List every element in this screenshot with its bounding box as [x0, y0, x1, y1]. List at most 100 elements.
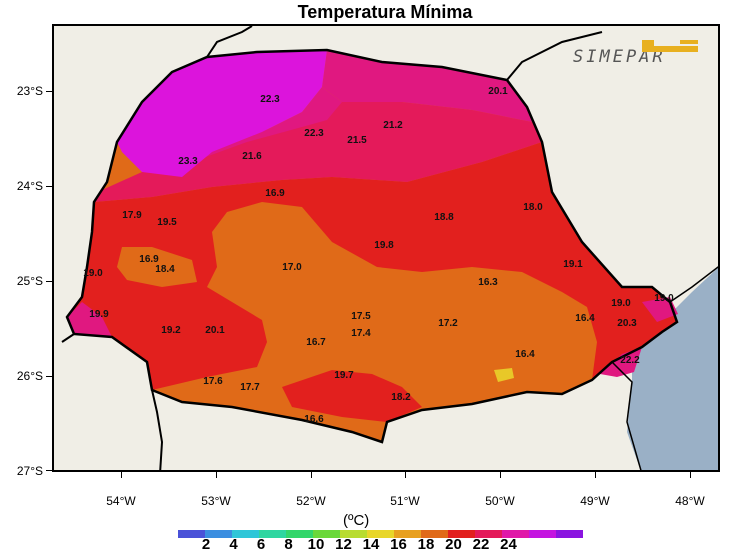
colorbar-swatch — [502, 530, 529, 538]
x-label: 48°W — [675, 494, 705, 508]
y-tick — [46, 376, 52, 377]
temperature-value: 17.2 — [438, 318, 458, 329]
temperature-value: 21.2 — [383, 120, 403, 131]
y-tick — [46, 186, 52, 187]
state-region-orange-2 — [117, 247, 197, 287]
colorbar-swatch — [232, 530, 259, 538]
temperature-value: 19.9 — [89, 309, 109, 320]
colorbar-label: 24 — [500, 536, 517, 553]
border-east — [506, 31, 603, 81]
colorbar-swatch — [556, 530, 583, 538]
border-north — [206, 26, 253, 58]
colorbar-label: 20 — [445, 536, 462, 553]
state-region-magenta-mid — [142, 87, 342, 172]
map-panel: 22.3 20.1 22.3 21.2 21.5 23.3 21.6 16.9 17.9 19.5… — [52, 24, 720, 472]
temperature-value: 21.5 — [347, 135, 367, 146]
state-region-magenta-red — [94, 102, 542, 202]
temperature-value: 16.3 — [478, 277, 498, 288]
logo-mark — [642, 40, 698, 52]
colorbar-label: 18 — [417, 536, 435, 553]
temperature-value: 19.0 — [654, 293, 674, 304]
temperature-value: 20.1 — [205, 325, 225, 336]
colorbar-swatch — [205, 530, 232, 538]
x-tick — [216, 472, 217, 478]
colorbar-swatch — [340, 530, 367, 538]
colorbar-label: 2 — [201, 536, 211, 553]
temperature-value: 22.2 — [620, 355, 640, 366]
x-label: 52°W — [296, 494, 326, 508]
x-tick — [121, 472, 122, 478]
temperature-value: 16.7 — [306, 337, 326, 348]
y-tick — [46, 281, 52, 282]
temperature-map: 22.3 20.1 22.3 21.2 21.5 23.3 21.6 16.9 17.9 19.5… — [61, 26, 718, 470]
state-region-red — [67, 142, 677, 390]
colorbar-swatch — [313, 530, 340, 538]
x-label: 51°W — [390, 494, 420, 508]
temperature-value: 16.9 — [265, 188, 285, 199]
colorbar-swatch — [259, 530, 286, 538]
temperature-value: 23.3 — [178, 156, 198, 167]
colorbar-swatch — [421, 530, 448, 538]
value-labels: 22.3 20.1 22.3 21.2 21.5 23.3 21.6 16.9 17.9 19.5… — [83, 86, 674, 425]
x-tick — [405, 472, 406, 478]
temperature-value: 16.6 — [304, 414, 324, 425]
temperature-value: 17.4 — [351, 328, 371, 339]
temperature-value: 16.4 — [575, 313, 595, 324]
state-region-magenta-north — [322, 50, 532, 122]
state-region-purple — [117, 50, 327, 177]
colorbar-swatch — [367, 530, 394, 538]
x-label: 49°W — [580, 494, 610, 508]
temperature-value: 20.1 — [488, 86, 508, 97]
y-label: 24°S — [16, 179, 43, 193]
map-title: Temperatura Mínima — [297, 2, 473, 22]
y-label: 27°S — [16, 464, 43, 478]
x-tick — [311, 472, 312, 478]
colorbar-label: 16 — [390, 536, 407, 553]
y-label: 25°S — [16, 274, 43, 288]
temperature-value: 21.6 — [242, 151, 262, 162]
y-label: 23°S — [16, 84, 43, 98]
y-tick — [46, 91, 52, 92]
temperature-value: 20.3 — [617, 318, 637, 329]
temperature-value: 17.5 — [351, 311, 371, 322]
y-label: 26°S — [16, 369, 43, 383]
temperature-value: 16.4 — [515, 349, 535, 360]
colorbar — [178, 530, 583, 538]
colorbar-units: (ºC) — [343, 512, 370, 529]
state-region-yellow — [494, 368, 514, 382]
state-region-magenta-coast — [642, 297, 678, 322]
colorbar-swatch — [178, 530, 205, 538]
state-region-red-2 — [282, 370, 422, 422]
coast-south — [611, 361, 642, 470]
temperature-value: 19.5 — [157, 217, 177, 228]
temperature-value: 19.7 — [334, 370, 354, 381]
temperature-value: 17.6 — [203, 376, 223, 387]
border-west — [151, 389, 164, 470]
temperature-value: 19.1 — [563, 259, 583, 270]
temperature-value: 17.0 — [282, 262, 302, 273]
x-tick — [595, 472, 596, 478]
x-tick — [500, 472, 501, 478]
colorbar-label: 10 — [307, 536, 325, 553]
x-label: 50°W — [485, 494, 515, 508]
colorbar-label: 6 — [256, 536, 266, 553]
colorbar-swatch — [529, 530, 556, 538]
colorbar-label: 8 — [284, 536, 293, 553]
temperature-value: 18.2 — [391, 392, 411, 403]
temperature-value: 22.3 — [304, 128, 324, 139]
colorbar-label: 12 — [335, 536, 352, 553]
temperature-value: 19.0 — [611, 298, 631, 309]
temperature-value: 17.9 — [122, 210, 142, 221]
temperature-value: 19.0 — [83, 268, 103, 279]
colorbar-swatch — [394, 530, 421, 538]
colorbar-label: 14 — [362, 536, 380, 553]
temperature-value: 18.8 — [434, 212, 454, 223]
x-label: 53°W — [201, 494, 231, 508]
coast-east — [669, 266, 718, 303]
state-border — [65, 48, 679, 444]
colorbar-label: 22 — [472, 536, 490, 553]
ocean — [627, 267, 718, 470]
state-region-magenta-se — [600, 347, 642, 377]
state-region-magenta-sw — [67, 302, 112, 337]
colorbar-swatch — [475, 530, 502, 538]
